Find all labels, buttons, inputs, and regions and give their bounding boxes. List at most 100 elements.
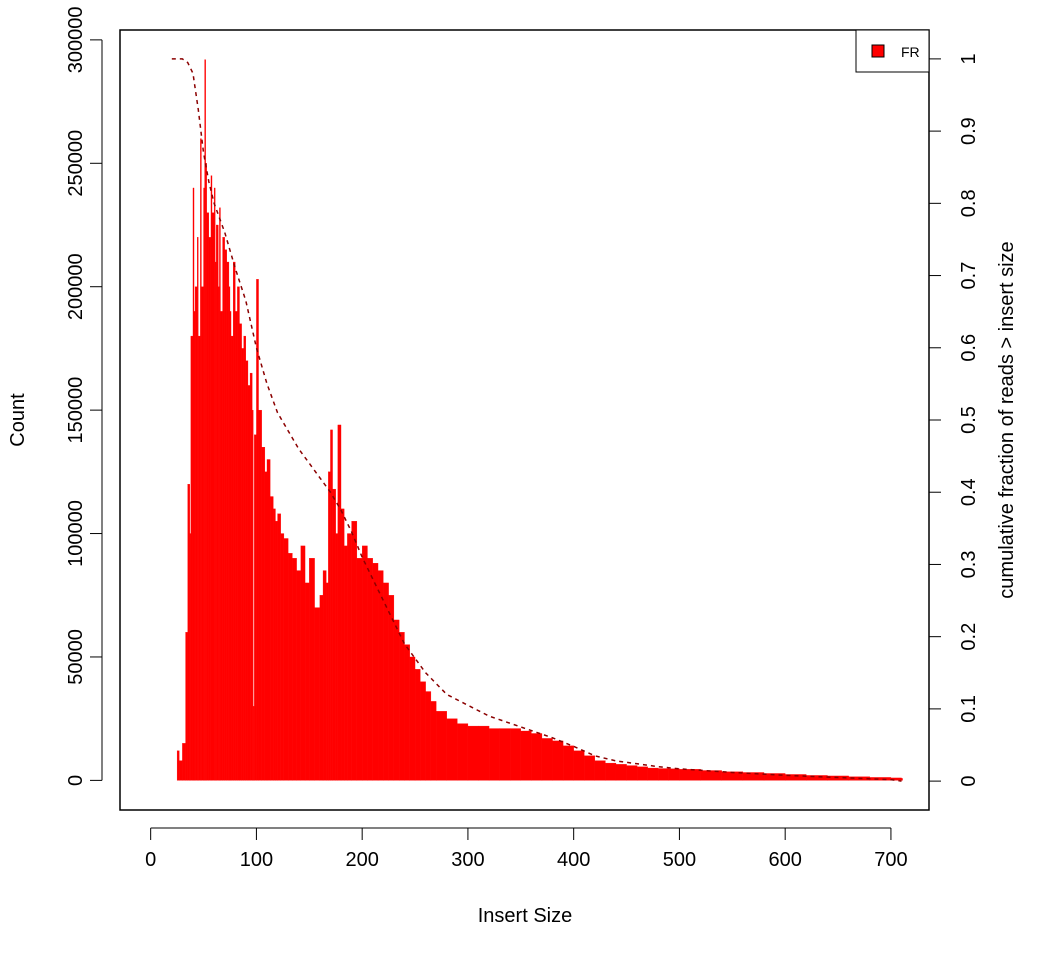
- histogram-bar: [218, 286, 220, 781]
- histogram-bar: [182, 743, 186, 781]
- y-axis-right: 0 0.1 0.2 0.3 0.4 0.5 0.6 0.7 0.8 0.9 1: [928, 53, 980, 787]
- histogram-bar: [344, 545, 348, 781]
- histogram-bar: [806, 775, 828, 781]
- x-tick-label: 700: [874, 849, 907, 871]
- histogram-bar: [228, 286, 231, 781]
- histogram-bar: [467, 725, 479, 781]
- y2-tick-label: 0.3: [958, 551, 980, 579]
- legend: FR: [855, 29, 930, 73]
- histogram-bar: [309, 558, 315, 781]
- histogram-bar: [901, 778, 903, 781]
- histogram-bar: [176, 750, 180, 781]
- y-tick-label: 250000: [65, 130, 87, 197]
- histogram-bar: [647, 767, 659, 781]
- y2-tick-label: 0.9: [958, 117, 980, 145]
- x-tick-label: 300: [451, 849, 484, 871]
- histogram-bar: [226, 261, 230, 781]
- histogram-bar: [326, 582, 329, 781]
- y-axis-title: Count: [7, 393, 29, 447]
- histogram-bar: [414, 669, 421, 781]
- histogram-bar: [388, 595, 395, 781]
- histogram-bar: [430, 701, 437, 781]
- histogram-bar: [319, 595, 324, 781]
- histogram-bar: [330, 429, 333, 781]
- x-axis: 0 100 200 300 400 500 600 700: [145, 827, 908, 871]
- histogram-bar: [275, 521, 278, 781]
- histogram-bar: [499, 728, 511, 781]
- y-tick-label: 0: [65, 775, 87, 786]
- x-tick-label: 100: [240, 849, 273, 871]
- histogram-bar: [562, 745, 574, 781]
- histogram-bar: [520, 730, 532, 781]
- histogram-bar: [220, 311, 223, 781]
- histogram-bar: [222, 237, 225, 781]
- histogram-bar: [377, 570, 384, 781]
- y-tick-label: 300000: [65, 6, 87, 73]
- y-tick-label: 50000: [65, 629, 87, 685]
- histogram-bar: [194, 286, 198, 781]
- x-axis-title: Insert Size: [478, 905, 572, 927]
- histogram-bar: [573, 750, 585, 781]
- histogram-bar: [208, 237, 212, 781]
- histogram-bar: [362, 545, 368, 781]
- y2-tick-label: 0.6: [958, 334, 980, 362]
- histogram-bar: [201, 286, 204, 781]
- histogram-bar: [287, 553, 293, 781]
- histogram-bar: [332, 488, 336, 781]
- histogram-bar: [626, 765, 638, 781]
- histogram-bar: [243, 335, 246, 781]
- histogram-bar: [658, 768, 670, 781]
- histogram-bar: [192, 187, 195, 781]
- histogram-bar: [668, 768, 680, 781]
- y2-tick-label: 0.1: [958, 695, 980, 723]
- histogram-bar: [187, 484, 190, 781]
- histogram-bar: [425, 691, 432, 781]
- histogram-bar: [356, 558, 363, 781]
- y2-tick-label: 0.5: [958, 406, 980, 434]
- histogram-bar: [179, 760, 183, 781]
- histogram-bar: [213, 187, 216, 781]
- histogram-bar: [552, 740, 564, 781]
- histogram-bar: [605, 762, 617, 781]
- histogram-bar: [296, 570, 301, 781]
- histogram-bar: [254, 434, 257, 781]
- x-tick-label: 400: [557, 849, 590, 871]
- histogram-bar: [280, 533, 285, 781]
- histogram-bar: [230, 335, 234, 781]
- histogram-bar: [258, 409, 262, 781]
- histogram-bar: [742, 772, 765, 781]
- legend-box: [855, 29, 930, 73]
- histogram-bar: [237, 286, 240, 781]
- histogram-bar: [256, 279, 259, 781]
- histogram-bar: [457, 723, 469, 781]
- histogram-bar: [266, 459, 271, 781]
- histogram-bar: [300, 545, 306, 781]
- histogram-bar: [241, 348, 244, 781]
- histogram-bar: [200, 138, 202, 781]
- histogram-bar: [277, 513, 281, 781]
- x-tick-label: 200: [345, 849, 378, 871]
- histogram-bar: [270, 496, 274, 781]
- histogram-bar: [594, 760, 606, 781]
- histogram-bar: [216, 224, 219, 781]
- y2-axis-title: cumulative fraction of reads > insert si…: [996, 241, 1018, 598]
- histogram-bar: [367, 558, 373, 781]
- histogram-bar: [235, 311, 238, 781]
- y2-tick-label: 1: [958, 53, 980, 64]
- histogram-bar: [204, 59, 206, 781]
- histogram-bar: [347, 533, 352, 781]
- histogram-bar: [292, 558, 297, 781]
- y-tick-label: 200000: [65, 253, 87, 320]
- histogram-bar: [197, 237, 199, 781]
- histogram-bar: [340, 508, 345, 781]
- histogram-bar: [261, 446, 266, 781]
- y-tick-label: 150000: [65, 377, 87, 444]
- histogram-bar: [636, 766, 648, 781]
- histogram-bar: [245, 360, 249, 781]
- histogram-bar: [283, 538, 289, 781]
- x-tick-label: 600: [768, 849, 801, 871]
- histogram-bar: [247, 385, 251, 781]
- y2-tick-label: 0.7: [958, 262, 980, 290]
- histogram-bar: [679, 769, 701, 781]
